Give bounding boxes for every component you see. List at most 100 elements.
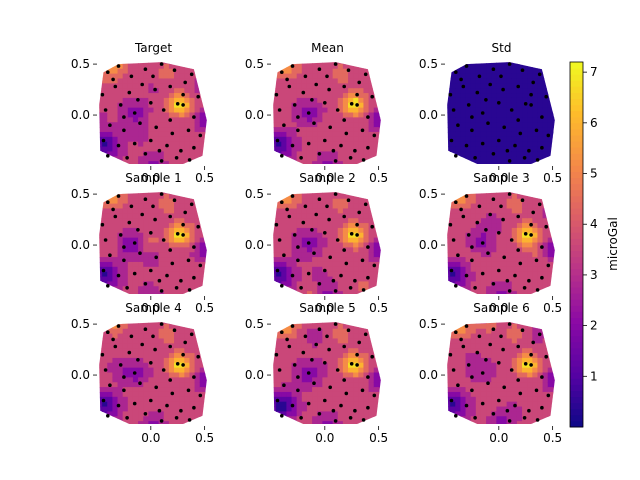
station-point xyxy=(151,334,155,339)
station-point xyxy=(274,92,279,97)
station-point xyxy=(473,416,477,420)
station-point xyxy=(149,138,153,143)
colorbar-tick-label: 2 xyxy=(590,319,598,333)
station-point xyxy=(325,74,329,79)
station-point xyxy=(370,94,375,99)
station-point xyxy=(529,352,533,357)
station-point xyxy=(280,154,284,158)
station-point xyxy=(172,328,177,333)
station-point xyxy=(461,84,466,89)
station-point xyxy=(529,92,533,97)
station-point xyxy=(333,159,338,163)
station-point xyxy=(355,92,359,97)
station-point xyxy=(461,344,466,349)
subplot-mean: Mean 0.5 0.0 0.0 0.5 xyxy=(245,41,388,185)
station-point xyxy=(317,412,322,416)
station-point xyxy=(323,268,327,273)
station-point xyxy=(335,108,340,112)
y-tick-label: 0.5 xyxy=(71,57,90,71)
station-point xyxy=(451,238,456,242)
station-point xyxy=(192,245,196,249)
station-point xyxy=(116,403,121,408)
station-point xyxy=(168,344,172,349)
station-point xyxy=(361,418,366,422)
station-point xyxy=(149,231,153,235)
station-point xyxy=(323,231,327,235)
station-point xyxy=(355,103,359,107)
station-point xyxy=(372,393,377,398)
station-point xyxy=(290,64,295,68)
station-point xyxy=(464,324,469,328)
station-point xyxy=(537,332,542,337)
station-point xyxy=(100,222,105,227)
station-point xyxy=(470,375,474,379)
station-point xyxy=(349,362,354,366)
station-point xyxy=(310,358,314,362)
y-tick-label: 0.0 xyxy=(245,238,264,252)
station-point xyxy=(323,101,327,105)
station-point xyxy=(183,210,187,215)
station-point xyxy=(540,245,544,249)
station-point xyxy=(464,273,469,278)
colorbar-tick-label: 4 xyxy=(590,217,598,231)
subplot-title: Sample 4 xyxy=(125,301,181,315)
station-point xyxy=(342,248,347,252)
station-point xyxy=(296,388,300,393)
y-tick-label: 0.5 xyxy=(245,187,264,201)
station-point xyxy=(149,398,153,403)
station-point xyxy=(540,145,544,150)
station-point xyxy=(513,273,517,278)
station-point xyxy=(516,118,520,122)
station-point xyxy=(497,398,501,403)
station-point xyxy=(544,224,548,229)
station-point xyxy=(522,286,527,290)
station-point xyxy=(129,74,134,79)
station-point xyxy=(491,197,496,201)
station-point xyxy=(125,156,129,160)
station-point xyxy=(540,275,544,280)
station-point xyxy=(111,337,115,342)
station-point xyxy=(277,238,282,242)
station-point xyxy=(486,121,490,125)
station-point xyxy=(170,261,175,266)
station-point xyxy=(346,328,351,333)
station-point xyxy=(122,128,126,133)
x-tick-label: 0.5 xyxy=(369,431,388,445)
subplot-sample-6: Sample 6 0.5 0.0 0.0 0.5 xyxy=(419,301,562,445)
station-point xyxy=(198,263,203,268)
station-point xyxy=(497,101,501,105)
station-point xyxy=(159,159,164,163)
station-point xyxy=(470,388,474,393)
station-point xyxy=(310,98,314,102)
station-point xyxy=(118,233,123,237)
subplot-title: Sample 2 xyxy=(299,171,355,185)
station-point xyxy=(285,207,289,212)
station-point xyxy=(106,284,110,288)
y-tick-label: 0.5 xyxy=(245,57,264,71)
station-point xyxy=(153,347,157,352)
station-point xyxy=(518,391,523,396)
station-point xyxy=(331,408,336,413)
station-point xyxy=(292,233,297,237)
x-tick-label: 0.0 xyxy=(141,431,160,445)
station-point xyxy=(348,156,353,160)
station-point xyxy=(285,77,289,82)
station-point xyxy=(282,123,286,127)
station-point xyxy=(454,330,458,335)
station-point xyxy=(136,228,140,232)
x-tick-label: 0.5 xyxy=(543,171,562,185)
station-point xyxy=(502,385,507,390)
station-point xyxy=(168,214,172,219)
station-point xyxy=(349,232,354,236)
station-point xyxy=(353,278,357,283)
station-point xyxy=(306,371,311,375)
station-point xyxy=(196,354,200,359)
station-point xyxy=(349,102,354,106)
station-point xyxy=(466,233,471,237)
station-point xyxy=(361,158,366,162)
station-point xyxy=(159,322,164,326)
station-point xyxy=(327,217,331,222)
station-point xyxy=(303,74,308,79)
station-point xyxy=(101,398,106,403)
station-point xyxy=(454,414,458,418)
